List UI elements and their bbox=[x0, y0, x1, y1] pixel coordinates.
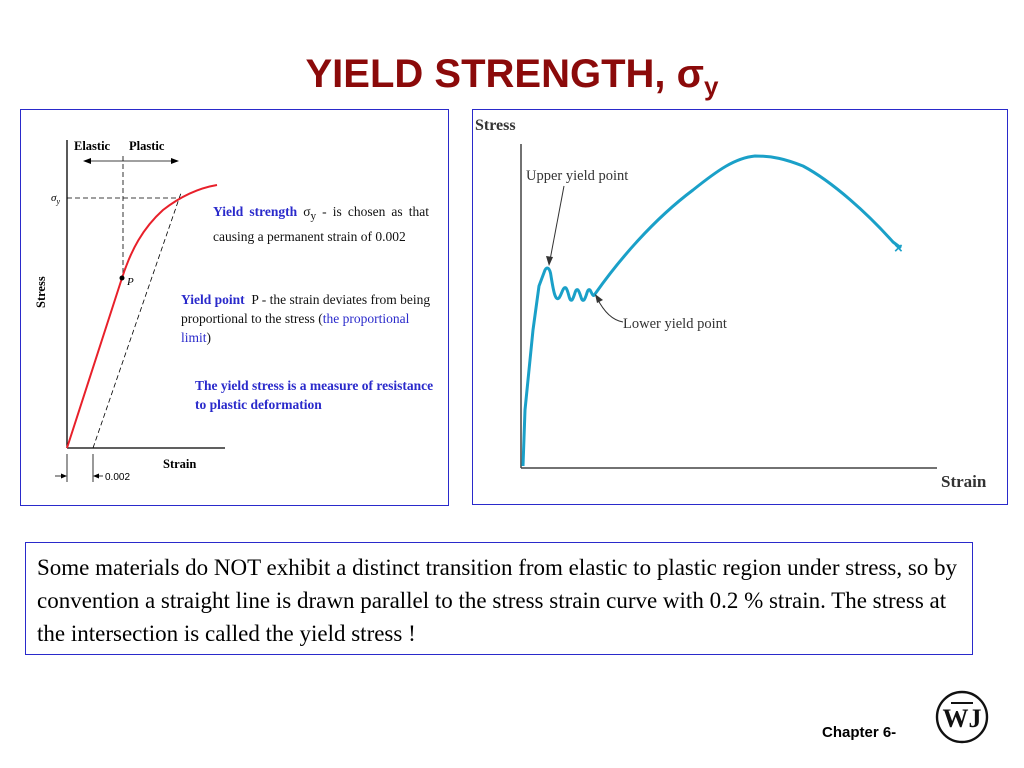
yield-strength-term: Yield strength bbox=[213, 204, 298, 219]
upper-yield-arrowhead bbox=[546, 256, 553, 266]
p-label: P bbox=[126, 276, 134, 288]
arrowhead-right bbox=[171, 158, 179, 164]
strain-axis-label: Strain bbox=[163, 457, 196, 471]
plastic-label: Plastic bbox=[129, 139, 165, 153]
yield-strength-sub: y bbox=[310, 210, 317, 223]
convention-info-box: Some materials do NOT exhibit a distinct… bbox=[25, 542, 973, 655]
stress-strain-curve bbox=[521, 154, 902, 467]
stress-axis-label: Stress bbox=[475, 117, 516, 134]
yield-point-close: ) bbox=[206, 330, 212, 345]
offset-line bbox=[92, 192, 182, 449]
title-subscript: y bbox=[704, 71, 719, 101]
yield-point-text: - the strain deviates from being proport… bbox=[181, 292, 431, 326]
offset-yield-diagram-panel: Elastic Plastic σy Stress P Strain 0.002… bbox=[20, 109, 449, 506]
upper-yield-pointer bbox=[549, 185, 565, 261]
yield-point-diagram: Stress Strain × Upper yield point Lower … bbox=[475, 117, 987, 491]
stress-axis-label: Stress bbox=[34, 276, 48, 308]
yield-point-diagram-panel: Stress Strain × Upper yield point Lower … bbox=[472, 109, 1008, 505]
fracture-marker: × bbox=[894, 240, 903, 257]
upper-yield-label: Upper yield point bbox=[526, 168, 628, 184]
lower-yield-pointer bbox=[596, 297, 624, 323]
publisher-logo-icon: WJ bbox=[935, 690, 989, 744]
strain-axis-label: Strain bbox=[941, 472, 987, 491]
yield-point-note: Yield point P - the strain deviates from… bbox=[181, 290, 431, 347]
stress-strain-curve bbox=[66, 184, 218, 449]
yield-strength-text: - is chosen as that causing a permanent … bbox=[213, 204, 429, 244]
title-sigma: σ bbox=[676, 52, 705, 96]
yield-measure-note: The yield stress is a measure of resista… bbox=[195, 378, 434, 412]
proportional-limit-point bbox=[119, 275, 125, 281]
title-main: YIELD STRENGTH, bbox=[305, 52, 677, 96]
offset-arrowhead-left bbox=[61, 473, 67, 479]
chapter-label: Chapter 6- bbox=[822, 724, 897, 741]
proportional-limit-text: the proportional limit bbox=[181, 311, 410, 345]
elastic-label: Elastic bbox=[74, 139, 111, 153]
yield-strength-note: Yield strength σy - is chosen as that ca… bbox=[213, 202, 429, 246]
yield-strength-sigma: σ bbox=[303, 204, 311, 219]
yield-point-term: Yield point bbox=[181, 292, 245, 307]
yield-point-p: P bbox=[251, 292, 259, 307]
offset-arrowhead-right bbox=[93, 473, 99, 479]
offset-label: 0.002 bbox=[105, 472, 130, 483]
sigma-y-label: σy bbox=[51, 192, 60, 206]
lower-yield-label: Lower yield point bbox=[623, 316, 727, 332]
logo-letters: WJ bbox=[943, 704, 982, 733]
offset-yield-diagram: Elastic Plastic σy Stress P Strain 0.002 bbox=[34, 139, 225, 483]
lower-yield-arrowhead bbox=[595, 294, 603, 303]
slide-title: YIELD STRENGTH, σy bbox=[0, 52, 1024, 102]
arrowhead-left bbox=[83, 158, 91, 164]
